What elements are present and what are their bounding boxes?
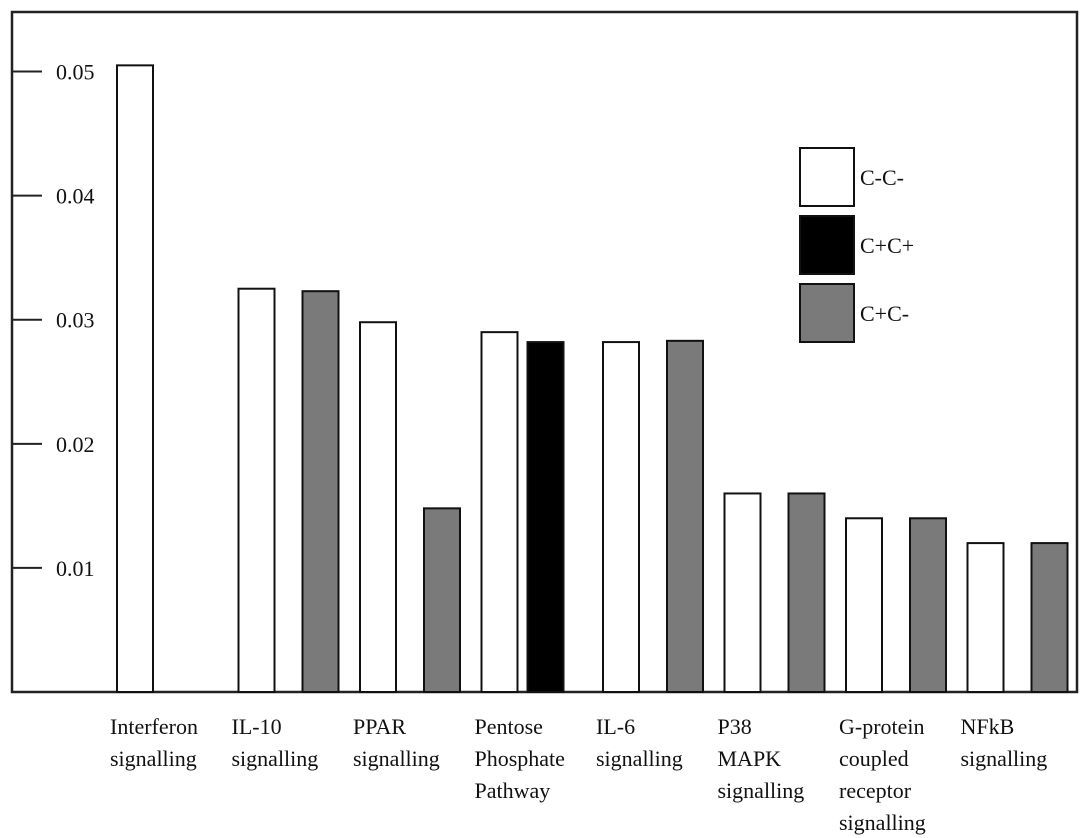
y-tick-label: 0.01 [56,556,95,581]
bars-group [116,64,1069,694]
x-category-label: NFkB signalling [961,714,1048,771]
y-axis: 0.01 0.02 0.03 0.04 0.05 [12,60,95,581]
x-category-label: G-protein coupled receptor signalling [839,714,926,835]
x-category-label: IL-10 signalling [232,714,319,771]
bar-C+C--1 [301,290,340,693]
bar-C+C--2 [423,507,461,693]
bar-C+C--5 [787,492,826,693]
legend-swatch [799,147,855,207]
x-category-label: PPAR signalling [353,714,440,771]
x-category-label: Interferon signalling [110,714,198,771]
bar-C-C--5 [723,492,762,693]
legend-label: C-C- [860,165,904,190]
bar-C-C--7 [966,542,1005,694]
bar-C-C--1 [237,287,276,693]
x-category-label: IL-6 signalling [596,714,683,771]
bar-C+C+-3 [526,341,565,693]
y-tick-label: 0.05 [56,60,95,85]
legend-swatch [799,215,855,275]
y-tick-label: 0.02 [56,432,95,457]
bar-C-C--0 [116,64,154,693]
bar-C+C--4 [666,339,704,693]
bar-C-C--6 [845,517,883,693]
bar-C+C--7 [1030,542,1069,694]
legend-label: C+C+ [860,233,914,258]
legend-label: C+C- [860,301,909,326]
bar-C-C--2 [359,321,397,693]
x-axis-labels: Interferon signalling IL-10 signalling PPAR s… [110,714,1047,835]
bar-C+C--6 [909,517,947,693]
x-category-label: P38 MAPK signalling [718,714,805,803]
bar-C-C--4 [602,341,640,693]
legend: C-C- C+C+ C+C- [799,147,914,343]
bar-C-C--3 [480,331,519,693]
y-tick-label: 0.04 [56,184,95,209]
x-category-label: Pentose Phosphate Pathway [475,714,565,803]
legend-swatch [799,283,855,343]
y-tick-label: 0.03 [56,308,95,333]
